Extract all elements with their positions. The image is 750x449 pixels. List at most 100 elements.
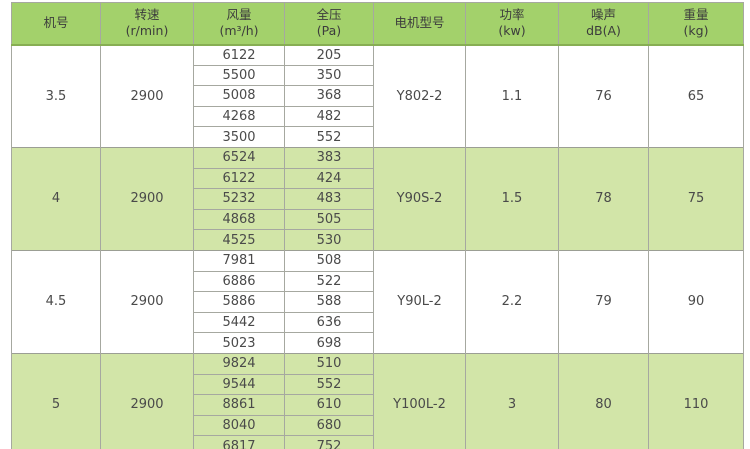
header-noise: 噪声 dB(A)	[558, 2, 649, 46]
header-pressure: 全压 (Pa)	[284, 2, 374, 46]
pressure-cell: 368	[284, 85, 374, 107]
group-4: 4 2900 6524 383 Y90S-2 1.5 78 75 6122 42…	[11, 147, 744, 251]
pressure-cell: 588	[284, 291, 374, 313]
header-noise-unit: dB(A)	[586, 23, 621, 39]
table-row: 4.5 2900 7981 508 Y90L-2 2.2 79 90	[11, 250, 744, 354]
airflow-cell: 5886	[193, 291, 285, 313]
weight-cell: 110	[648, 353, 744, 449]
table-row: 5023 698	[12, 332, 744, 354]
pressure-cell: 424	[284, 167, 374, 189]
speed-cell: 2900	[100, 250, 194, 354]
pressure-cell: 636	[284, 311, 374, 333]
speed-cell: 2900	[100, 44, 194, 148]
header-row: 机号 转速 (r/min) 风量 (m³/h) 全压 (Pa) 电机型号	[11, 2, 744, 46]
table-row: 6122 424	[12, 167, 744, 189]
header-pressure-title: 全压	[316, 7, 342, 22]
noise-cell: 79	[558, 250, 649, 354]
header-power-unit: (kw)	[498, 23, 526, 39]
airflow-cell: 6886	[193, 270, 285, 292]
airflow-cell: 6524	[193, 147, 285, 169]
noise-cell: 76	[558, 44, 649, 148]
power-cell: 2.2	[465, 250, 559, 354]
header-weight-title: 重量	[683, 7, 709, 22]
pressure-cell: 552	[284, 373, 374, 395]
header-speed-title: 转速	[134, 7, 160, 22]
machine-no-cell: 3.5	[11, 44, 101, 148]
header-weight-unit: (kg)	[683, 23, 709, 39]
header-airflow: 风量 (m³/h)	[193, 2, 285, 46]
machine-no-cell: 4	[11, 147, 101, 251]
pressure-cell: 552	[284, 126, 374, 148]
group-3-5: 3.5 2900 6122 205 Y802-2 1.1 76 65 5500 …	[11, 44, 744, 148]
airflow-cell: 7981	[193, 250, 285, 272]
header-speed-unit: (r/min)	[125, 23, 169, 39]
header-airflow-title: 风量	[226, 7, 252, 22]
speed-cell: 2900	[100, 353, 194, 449]
pressure-cell: 752	[284, 435, 374, 449]
airflow-cell: 6122	[193, 167, 285, 189]
pressure-cell: 205	[284, 44, 374, 66]
header-motor-model-label: 电机型号	[394, 15, 445, 31]
header-speed: 转速 (r/min)	[100, 2, 194, 46]
table-row: 8040 680	[12, 414, 744, 436]
airflow-cell: 3500	[193, 126, 285, 148]
airflow-cell: 5500	[193, 64, 285, 86]
table-row: 5500 350	[12, 64, 744, 86]
group-4-5: 4.5 2900 7981 508 Y90L-2 2.2 79 90 6886 …	[11, 250, 744, 354]
airflow-cell: 9544	[193, 373, 285, 395]
motor-model-cell: Y802-2	[373, 44, 466, 148]
table-row: 9544 552	[12, 373, 744, 395]
weight-cell: 90	[648, 250, 744, 354]
table-row: 8861 610	[12, 394, 744, 416]
header-motor-model: 电机型号	[373, 2, 466, 46]
weight-cell: 65	[648, 44, 744, 148]
power-cell: 3	[465, 353, 559, 449]
airflow-cell: 5008	[193, 85, 285, 107]
pressure-cell: 530	[284, 229, 374, 251]
power-cell: 1.5	[465, 147, 559, 251]
weight-cell: 75	[648, 147, 744, 251]
pressure-cell: 383	[284, 147, 374, 169]
table-row: 3500 552	[12, 126, 744, 148]
header-machine-no: 机号	[11, 2, 101, 46]
airflow-cell: 5442	[193, 311, 285, 333]
table-row: 5 2900 9824 510 Y100L-2 3 80 110	[11, 353, 744, 449]
table-row: 4 2900 6524 383 Y90S-2 1.5 78 75	[11, 147, 744, 251]
machine-no-cell: 5	[11, 353, 101, 449]
pressure-cell: 505	[284, 208, 374, 230]
speed-cell: 2900	[100, 147, 194, 251]
airflow-cell: 9824	[193, 353, 285, 374]
airflow-cell: 6122	[193, 44, 285, 66]
noise-cell: 78	[558, 147, 649, 251]
airflow-cell: 4525	[193, 229, 285, 251]
pressure-cell: 698	[284, 332, 374, 354]
pressure-cell: 508	[284, 250, 374, 272]
power-cell: 1.1	[465, 44, 559, 148]
airflow-cell: 4268	[193, 105, 285, 127]
table-row: 5886 588	[12, 291, 744, 313]
motor-model-cell: Y90S-2	[373, 147, 466, 251]
header-power-title: 功率	[499, 7, 525, 22]
table-row: 4525 530	[12, 229, 744, 251]
pressure-cell: 522	[284, 270, 374, 292]
table-row: 6886 522	[12, 270, 744, 292]
pressure-cell: 350	[284, 64, 374, 86]
airflow-cell: 5023	[193, 332, 285, 354]
pressure-cell: 610	[284, 394, 374, 416]
table-row: 6817 752	[12, 435, 744, 449]
header-power: 功率 (kw)	[465, 2, 559, 46]
header-machine-no-label: 机号	[43, 15, 69, 31]
table-row: 5442 636	[12, 311, 744, 333]
table-row: 4868 505	[12, 208, 744, 230]
table-header: 机号 转速 (r/min) 风量 (m³/h) 全压 (Pa) 电机型号	[11, 2, 744, 46]
group-5: 5 2900 9824 510 Y100L-2 3 80 110 9544 55…	[11, 353, 744, 449]
header-pressure-unit: (Pa)	[316, 23, 342, 39]
pressure-cell: 510	[284, 353, 374, 374]
fan-spec-table: 机号 转速 (r/min) 风量 (m³/h) 全压 (Pa) 电机型号	[11, 2, 744, 449]
pressure-cell: 680	[284, 414, 374, 436]
header-airflow-unit: (m³/h)	[219, 23, 259, 39]
header-noise-title: 噪声	[590, 7, 616, 22]
motor-model-cell: Y90L-2	[373, 250, 466, 354]
noise-cell: 80	[558, 353, 649, 449]
